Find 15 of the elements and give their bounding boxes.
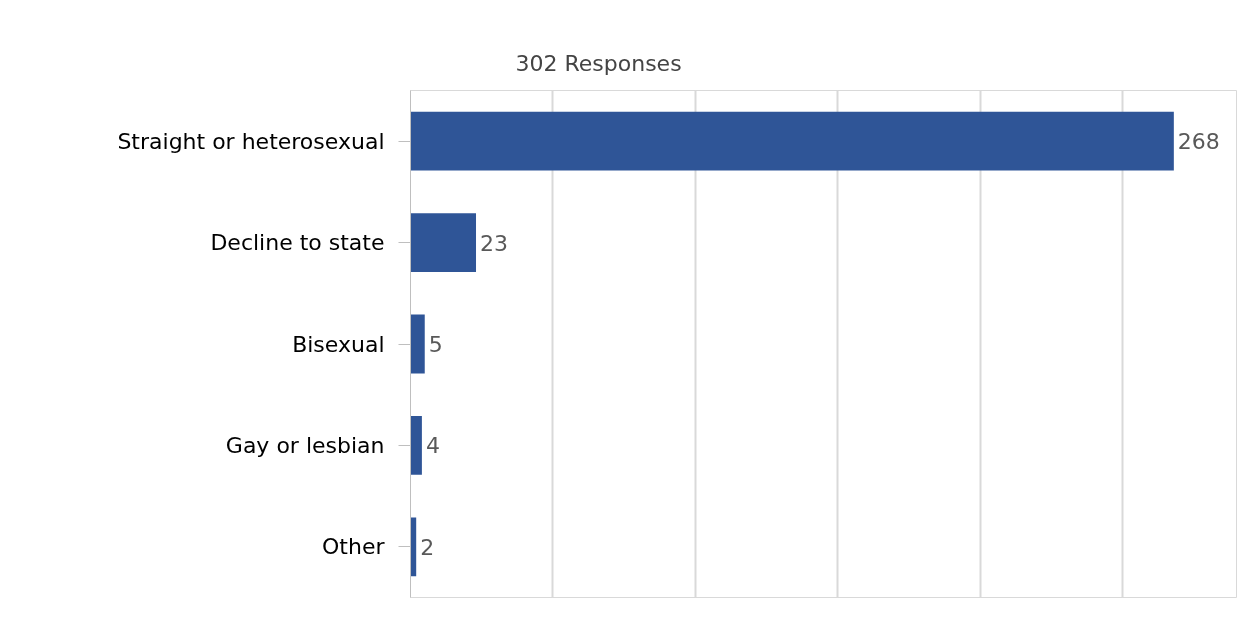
data-label: 2: [420, 534, 435, 560]
bar: [410, 111, 1174, 171]
bar: [410, 415, 422, 475]
chart-title: 302 Responses: [515, 50, 682, 76]
y-tick-label: Straight or heterosexual: [117, 128, 385, 154]
data-label: 4: [425, 433, 440, 459]
y-tick-label: Gay or lesbian: [225, 432, 385, 458]
bar: [410, 314, 425, 374]
y-tick-label: Bisexual: [292, 331, 385, 357]
data-label: 23: [480, 230, 509, 256]
bar: [410, 213, 477, 273]
data-label: 268: [1177, 129, 1220, 155]
y-tick-label: Other: [322, 534, 386, 560]
y-tick-label: Decline to state: [210, 230, 385, 256]
data-label: 5: [428, 332, 443, 357]
